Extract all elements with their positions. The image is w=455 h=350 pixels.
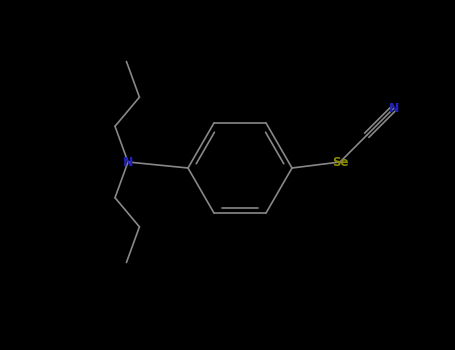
Text: N: N [123,155,133,168]
Text: Se: Se [332,155,348,168]
Text: N: N [389,102,399,115]
